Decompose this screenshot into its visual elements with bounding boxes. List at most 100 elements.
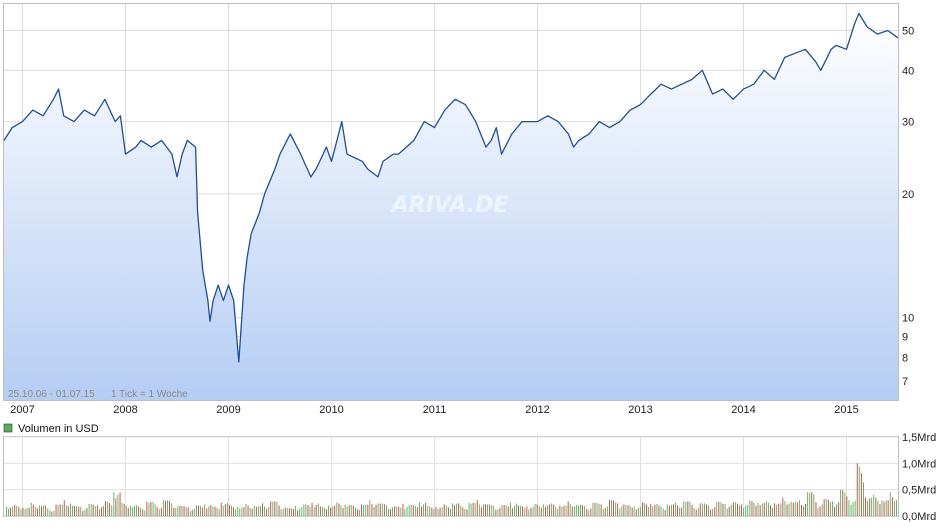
x-tick-label: 2009 (216, 404, 240, 416)
volume-bar (237, 507, 239, 516)
volume-bar (185, 507, 187, 516)
volume-bar (836, 504, 837, 516)
volume-bar (456, 503, 458, 516)
volume-bar (646, 504, 647, 516)
volume-bar (487, 504, 488, 516)
volume-bar (357, 509, 358, 516)
volume-bar (821, 504, 823, 516)
volume-bar (763, 502, 765, 516)
volume-bar (834, 506, 835, 516)
volume-bar (416, 507, 418, 516)
price-line-group (3, 12, 899, 363)
price-line (3, 12, 899, 363)
volume-bar (648, 506, 650, 516)
volume-bar (94, 506, 96, 516)
volume-bar (321, 506, 323, 516)
volume-bar (105, 501, 106, 516)
volume-bar (154, 504, 156, 516)
volume-bar (158, 509, 160, 516)
volume-bar (377, 503, 379, 516)
volume-bar (113, 492, 115, 516)
volume-bar (734, 502, 736, 516)
volume-bar (169, 501, 170, 516)
volume-bar (346, 506, 348, 516)
volume-bar (699, 503, 701, 516)
volume-bar (693, 508, 695, 516)
volume-bar (39, 505, 40, 516)
y-tick-label: 7 (902, 376, 908, 388)
volume-bar (807, 492, 809, 516)
volume-bar (712, 508, 714, 516)
volume-bar (274, 501, 276, 516)
volume-bar (196, 505, 197, 516)
volume-bar (611, 500, 612, 516)
volume-bar (92, 504, 94, 516)
volume-bar (233, 507, 234, 516)
volume-bar (107, 501, 109, 516)
volume-bar (231, 505, 232, 516)
volume-bar (891, 497, 893, 516)
y-tick-label: 20 (902, 189, 914, 201)
volume-bar (772, 507, 773, 516)
volume-bar (78, 507, 80, 516)
volume-bar (637, 507, 639, 516)
volume-bar (191, 509, 193, 516)
volume-bar (784, 501, 786, 516)
volume-bar (165, 500, 166, 516)
volume-bar (200, 506, 201, 516)
volume-bar (654, 504, 656, 516)
volume-bar (342, 507, 344, 516)
volume-bar (257, 506, 259, 516)
volume-bar (255, 506, 257, 516)
volume-bar (499, 507, 501, 516)
volume-bar (617, 503, 619, 516)
volume-bar (493, 506, 495, 516)
volume-bar (553, 504, 555, 516)
volume-bar (470, 503, 472, 516)
price-y-axis: 7 8 9 10 20 30 40 50 (902, 25, 914, 388)
volume-bar (41, 506, 42, 516)
volume-bar (745, 505, 747, 516)
volume-bar (468, 502, 470, 516)
volume-bar (86, 508, 88, 516)
volume-bar (202, 507, 204, 516)
volume-bar (410, 504, 412, 516)
volume-bar (863, 482, 864, 516)
volume-bar (538, 505, 540, 516)
volume-bar (437, 509, 439, 516)
volume-bar (840, 489, 842, 516)
volume-bar (61, 504, 63, 516)
volume-bar (794, 501, 796, 516)
volume-y-tick-label: 0,5Mrd (902, 485, 936, 497)
volume-bar (757, 502, 759, 516)
volume-bar (458, 503, 460, 516)
volume-bar (336, 502, 338, 516)
volume-bar (718, 501, 720, 516)
volume-bar (181, 506, 183, 516)
volume-bar (658, 505, 660, 516)
volume-bar (774, 503, 776, 516)
volume-bar (501, 504, 503, 516)
volume-bar (30, 502, 32, 516)
volume-bar (291, 508, 292, 516)
volume-bar (598, 503, 600, 516)
volume-bar (179, 506, 181, 516)
volume-bar (464, 509, 466, 516)
volume-bar (74, 506, 75, 516)
volume-bar (32, 504, 34, 516)
volume-bar (639, 506, 641, 516)
volume-bar (856, 463, 858, 516)
volume-bar (710, 509, 712, 516)
volume-bar (355, 507, 356, 516)
volume-bar (396, 506, 398, 516)
volume-bar (344, 504, 346, 516)
volume-bar (850, 504, 852, 516)
volume-bar (183, 506, 185, 516)
volume-bar (350, 504, 352, 516)
volume-bar (838, 502, 840, 516)
volume-bar (476, 500, 478, 516)
volume-bar (206, 508, 208, 516)
volume-bar (860, 473, 862, 516)
volume-bar (276, 502, 278, 516)
volume-bar (402, 503, 404, 516)
